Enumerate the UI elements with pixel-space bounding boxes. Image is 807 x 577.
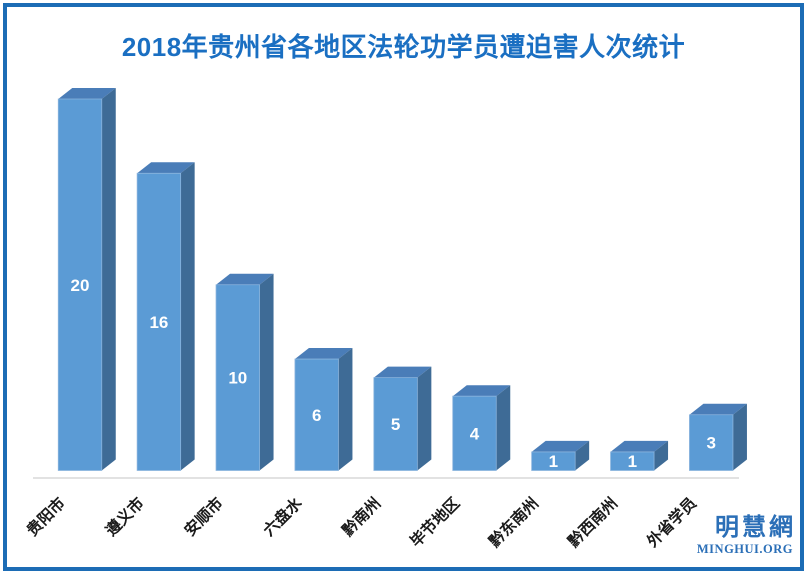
bar-side-face <box>654 440 669 471</box>
bar-top-face <box>137 162 195 174</box>
category-axis-label: 黔南州 <box>338 493 384 539</box>
page-frame-border <box>3 3 804 571</box>
bar-side-face <box>496 385 511 471</box>
chart-title: 2018年贵州省各地区法轮功学员遭迫害人次统计 <box>121 32 686 62</box>
bar-value-label: 4 <box>470 424 480 443</box>
bar-top-face <box>373 366 432 378</box>
bar-front-face <box>136 172 182 471</box>
bar-top-face <box>58 88 116 99</box>
category-axis-label: 黔东南州 <box>485 493 542 550</box>
bar-top-face <box>452 385 511 397</box>
bar-side-face <box>338 348 353 471</box>
category-axis-label: 外省学员 <box>643 493 700 550</box>
bar-side-face <box>417 366 432 471</box>
bar-value-label: 6 <box>312 406 321 425</box>
bar-value-label: 16 <box>149 313 168 332</box>
bar-top-face <box>216 273 274 285</box>
bar-value-label: 10 <box>228 369 247 388</box>
bar-value-label: 20 <box>71 276 90 295</box>
bar-top-face <box>689 403 747 415</box>
bar-front-face <box>215 284 260 471</box>
category-axis-label: 毕节地区 <box>406 493 464 551</box>
bar-value-label: 1 <box>549 452 558 471</box>
bar-side-face <box>101 88 116 471</box>
logo-cjk-text: 明慧網 <box>715 514 796 541</box>
logo-latin-text: MINGHUI.ORG <box>696 542 793 556</box>
bar-top-face <box>294 348 353 360</box>
bar-side-face <box>180 162 195 471</box>
minghui-logo: 明慧網 MINGHUI.ORG <box>697 516 793 556</box>
bar-front-face <box>689 414 734 471</box>
bar-value-label: 5 <box>391 415 400 434</box>
bar-side-face <box>259 273 274 471</box>
bar-front-face <box>373 377 418 471</box>
bar-front-face <box>452 395 497 471</box>
bar-front-face <box>294 358 339 471</box>
bar-front-face <box>531 451 576 471</box>
category-axis-label: 贵阳市 <box>23 493 70 540</box>
bar-front-face <box>610 451 655 471</box>
bar-side-face <box>575 440 590 471</box>
category-axis-label: 安顺市 <box>180 493 227 540</box>
bar-value-label: 1 <box>628 452 637 471</box>
bar-top-face <box>531 440 590 452</box>
category-axis-label: 六盘水 <box>259 493 306 540</box>
category-axis-label: 遵义市 <box>101 493 148 540</box>
bar-top-face <box>610 440 669 452</box>
bar-front-face <box>57 98 103 471</box>
bar-side-face <box>732 403 747 471</box>
category-axis-label: 黔西南州 <box>564 493 621 550</box>
bar-value-label: 3 <box>706 434 715 453</box>
